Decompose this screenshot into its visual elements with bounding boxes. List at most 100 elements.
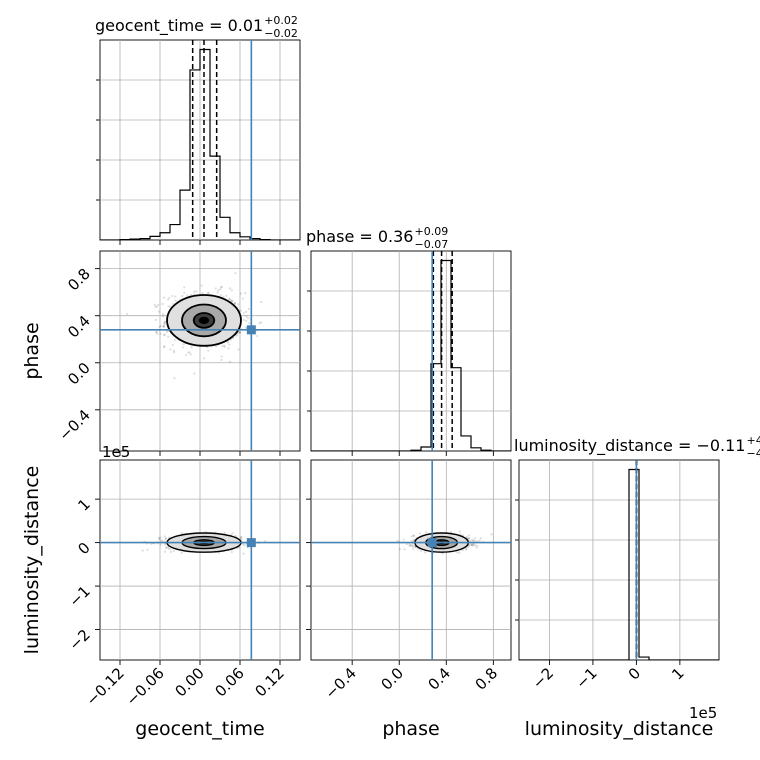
sample-point <box>441 552 444 555</box>
xtick-label: −0.4 <box>322 664 360 702</box>
sample-point <box>227 347 230 350</box>
sample-point <box>469 543 472 546</box>
sample-point <box>424 551 427 554</box>
sample-point <box>471 543 474 546</box>
xtick-label: 0.0 <box>377 664 407 694</box>
sample-point <box>183 291 186 294</box>
hist-luminosity_distance-axes <box>518 459 720 661</box>
panel-geocent_time-luminosity_distance-plot <box>100 460 300 660</box>
sample-point <box>408 544 411 547</box>
sample-point <box>173 377 176 380</box>
yoffset-label: 1e5 <box>102 443 130 461</box>
sample-point <box>231 531 234 535</box>
sample-point <box>228 298 231 301</box>
sample-point <box>165 545 168 549</box>
sample-point <box>157 537 161 540</box>
sample-point <box>163 321 166 324</box>
sample-point <box>161 302 164 306</box>
sample-point <box>238 331 241 334</box>
sample-point <box>163 345 166 349</box>
hist-geocent_time-title: geocent_time = 0.01 +0.02−0.02 <box>95 14 298 40</box>
sample-point <box>158 325 161 329</box>
sample-point <box>469 539 472 542</box>
sample-point <box>240 535 243 538</box>
sample-point <box>163 322 166 326</box>
sample-point <box>174 295 177 298</box>
sample-point <box>419 550 423 553</box>
sample-point <box>227 341 230 344</box>
sample-point <box>166 298 170 301</box>
ytick-label: 0.0 <box>64 359 94 389</box>
sample-point <box>167 547 171 550</box>
sample-point <box>478 539 481 542</box>
xtick-label: 1 <box>668 664 687 683</box>
sample-point <box>239 309 243 312</box>
sample-point <box>405 543 408 546</box>
sample-point <box>203 357 206 360</box>
sample-point <box>244 291 247 295</box>
sample-point <box>154 331 158 334</box>
sample-point <box>263 539 267 543</box>
sample-point <box>418 532 422 535</box>
sample-point <box>474 544 477 547</box>
sample-point <box>412 534 415 537</box>
xtick-label: −0.06 <box>123 664 168 709</box>
sample-point <box>164 550 167 553</box>
sample-point <box>468 536 471 540</box>
sample-point <box>461 534 465 537</box>
xtick-label: 0.4 <box>425 664 455 694</box>
sample-point <box>204 530 207 533</box>
sample-point <box>163 334 166 337</box>
truth-marker <box>246 538 256 548</box>
sample-point <box>221 344 224 347</box>
sample-point <box>467 537 471 540</box>
sample-point <box>258 321 261 325</box>
sample-point <box>260 300 263 304</box>
sample-point <box>231 299 234 302</box>
sample-point <box>220 358 223 362</box>
sample-point <box>247 317 250 320</box>
title-minus: −0.07 <box>414 238 448 251</box>
sample-point <box>164 537 168 540</box>
sample-point <box>168 296 171 299</box>
ytick-label: 0 <box>74 539 93 558</box>
sample-point <box>163 322 166 325</box>
sample-point <box>228 343 231 346</box>
title-plus: +0.02 <box>264 14 298 27</box>
sample-point <box>239 331 242 334</box>
sample-point <box>157 310 160 313</box>
sample-point <box>188 351 191 354</box>
sample-point <box>162 296 166 299</box>
sample-point <box>247 307 250 311</box>
sample-point <box>169 548 172 551</box>
sample-point <box>239 537 242 540</box>
sample-point <box>242 543 245 546</box>
sample-point <box>182 343 185 346</box>
sample-point <box>240 538 243 541</box>
sample-point <box>464 547 468 551</box>
sample-point <box>475 546 478 549</box>
sample-point <box>159 536 162 539</box>
sample-point <box>458 530 461 533</box>
sample-point <box>411 545 415 548</box>
xtick-label: 0.12 <box>251 664 287 700</box>
ytick-label: −2 <box>65 626 93 654</box>
xtick-label: −1 <box>572 664 600 692</box>
sample-point <box>181 346 184 349</box>
sample-point <box>228 360 232 363</box>
sample-point <box>214 287 217 290</box>
sample-point <box>225 294 228 297</box>
sample-point <box>228 297 231 300</box>
sample-point <box>223 531 226 534</box>
sample-point <box>256 334 259 338</box>
sample-point <box>235 334 238 337</box>
sample-point <box>181 294 184 298</box>
sample-point <box>244 326 248 329</box>
sample-point <box>474 537 477 540</box>
sample-point <box>207 349 210 352</box>
sample-point <box>185 353 188 357</box>
sample-point <box>159 543 162 546</box>
sample-point <box>207 291 210 294</box>
sample-point <box>161 325 165 328</box>
